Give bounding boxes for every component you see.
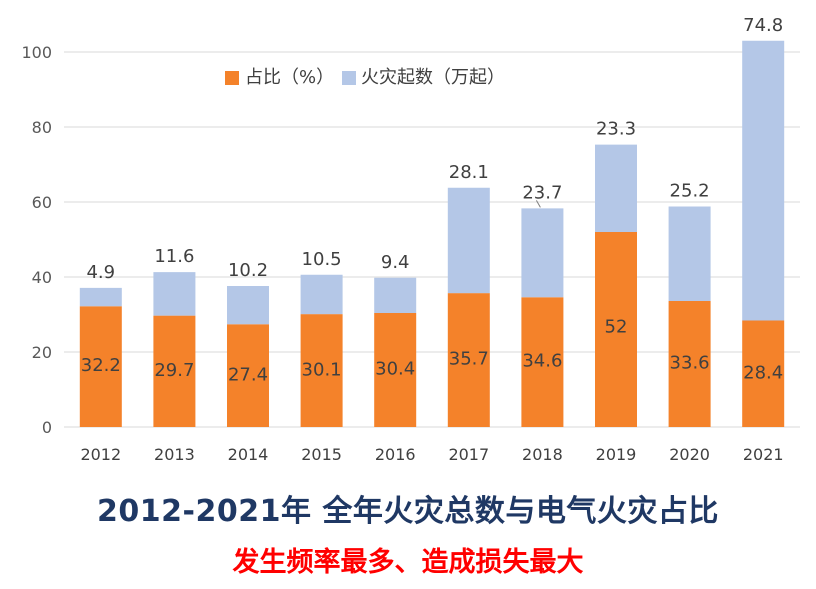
bar-segment-fire-count bbox=[227, 286, 269, 325]
data-label-share: 27.4 bbox=[228, 365, 268, 386]
legend-label-fire-count: 火灾起数（万起） bbox=[361, 67, 505, 88]
x-category-label: 2017 bbox=[448, 445, 489, 464]
bar-segment-share bbox=[79, 306, 122, 427]
bar-segment-fire-count bbox=[742, 40, 785, 321]
data-label-share: 30.4 bbox=[375, 359, 415, 380]
bar-segment-fire-count bbox=[447, 187, 490, 294]
bar-segment-fire-count bbox=[374, 277, 417, 313]
data-label-share: 34.6 bbox=[522, 351, 562, 372]
x-category-label: 2019 bbox=[596, 445, 637, 464]
x-category-label: 2013 bbox=[154, 445, 195, 464]
data-label-fire-count: 23.7 bbox=[522, 182, 562, 203]
data-label-fire-count: 74.8 bbox=[743, 15, 783, 36]
bar-segment-share bbox=[227, 324, 269, 427]
y-tick-label: 0 bbox=[42, 418, 52, 437]
bar-segment-fire-count bbox=[521, 208, 564, 298]
x-category-label: 2014 bbox=[228, 445, 269, 464]
bar-segment-share bbox=[742, 320, 785, 427]
bar-segment-fire-count bbox=[153, 272, 196, 316]
data-label-fire-count: 9.4 bbox=[381, 252, 410, 273]
data-label-fire-count: 11.6 bbox=[154, 246, 194, 267]
leader-line bbox=[535, 200, 541, 208]
data-label-share: 52 bbox=[605, 317, 628, 338]
chart-area: 0 20 40 60 80 100 32.2 4.9 2012 29.7 11.6 2013 27.4 1… bbox=[21, 15, 800, 464]
y-tick-label: 40 bbox=[32, 268, 52, 287]
bar-segment-share bbox=[521, 297, 564, 427]
x-category-label: 2018 bbox=[522, 445, 563, 464]
data-label-share: 30.1 bbox=[302, 359, 342, 380]
bar-segment-fire-count bbox=[595, 144, 637, 232]
x-category-label: 2012 bbox=[80, 445, 121, 464]
legend-swatch-share bbox=[225, 71, 239, 85]
bar-segment-share bbox=[300, 314, 343, 427]
data-label-fire-count: 28.1 bbox=[449, 162, 489, 183]
data-label-fire-count: 4.9 bbox=[86, 262, 115, 283]
legend-swatch-fire-count bbox=[342, 71, 356, 85]
data-label-fire-count: 23.3 bbox=[596, 119, 636, 140]
y-tick-label: 100 bbox=[21, 43, 52, 62]
bar-segment-fire-count bbox=[79, 287, 122, 307]
x-category-label: 2015 bbox=[301, 445, 342, 464]
bar-segment-share bbox=[153, 315, 196, 427]
bar-segment-fire-count bbox=[668, 206, 711, 301]
bar-segment-share bbox=[374, 313, 417, 427]
y-tick-label: 80 bbox=[32, 118, 52, 137]
caption-subtitle: 发生频率最多、造成损失最大 bbox=[232, 547, 584, 578]
data-label-share: 28.4 bbox=[743, 363, 783, 384]
x-category-label: 2020 bbox=[669, 445, 710, 464]
y-tick-label: 60 bbox=[32, 193, 52, 212]
data-label-fire-count: 25.2 bbox=[670, 181, 710, 202]
legend-label-share: 占比（%） bbox=[245, 67, 334, 88]
bar-segment-share bbox=[668, 301, 711, 427]
y-tick-label: 20 bbox=[32, 343, 52, 362]
data-label-share: 29.7 bbox=[154, 360, 194, 381]
x-category-label: 2016 bbox=[375, 445, 416, 464]
x-category-label: 2021 bbox=[743, 445, 784, 464]
data-label-share: 35.7 bbox=[449, 348, 489, 369]
data-label-share: 33.6 bbox=[670, 352, 710, 373]
bar-segment-share bbox=[447, 293, 490, 427]
bar-segment-share bbox=[595, 232, 637, 427]
bar-segment-fire-count bbox=[300, 274, 343, 315]
data-label-fire-count: 10.5 bbox=[302, 249, 342, 270]
data-label-share: 32.2 bbox=[81, 355, 121, 376]
data-label-fire-count: 10.2 bbox=[228, 260, 268, 281]
stacked-bar-chart: 0 20 40 60 80 100 32.2 4.9 2012 29.7 11.6 2013 27.4 1… bbox=[21, 15, 800, 464]
caption-title: 2012-2021年 全年火灾总数与电气火灾占比 bbox=[97, 494, 719, 529]
